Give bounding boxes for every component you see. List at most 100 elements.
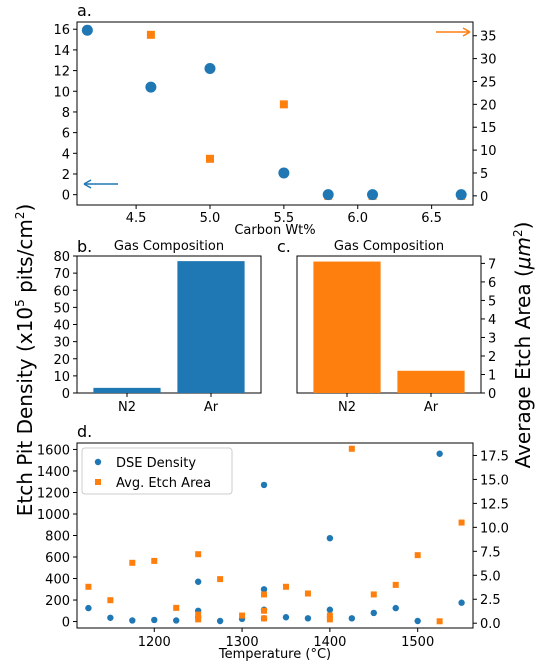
y-tick-label: 60 bbox=[53, 284, 70, 299]
data-point-square bbox=[436, 618, 443, 625]
y-tick-label: 0 bbox=[488, 387, 496, 402]
panel-d: 1200 1300 1400 1500 0 200 400 600 800 1000 1200 140… bbox=[37, 422, 509, 662]
x-tick-label: 4.5 bbox=[126, 211, 147, 226]
y-left-tick-label: 600 bbox=[45, 551, 70, 566]
plot-frame bbox=[296, 255, 482, 394]
y-left-tick-label: 1200 bbox=[37, 486, 70, 501]
y-left-tick-label: 12 bbox=[53, 65, 70, 80]
x-axis-label: Temperature (°C) bbox=[218, 647, 331, 662]
y-tick-label: 20 bbox=[53, 353, 70, 368]
y-left-tick-label: 400 bbox=[45, 573, 70, 588]
data-point-square bbox=[414, 552, 421, 559]
x-tick-label: 6.5 bbox=[421, 211, 442, 226]
data-point-square bbox=[195, 551, 202, 558]
y-tick-label: 40 bbox=[53, 319, 70, 334]
data-point-circle bbox=[326, 534, 334, 542]
data-point-square bbox=[261, 591, 268, 598]
y-tick-label: 3 bbox=[488, 331, 496, 346]
y-tick-label: 70 bbox=[53, 267, 70, 282]
y-right-tick-label: 30 bbox=[480, 53, 497, 68]
data-point-square bbox=[261, 607, 268, 614]
data-point-square bbox=[217, 576, 224, 583]
x-tick-label: Ar bbox=[424, 400, 439, 415]
y-left-tick-label: 1600 bbox=[37, 443, 70, 458]
y-right-tick-label: 10 bbox=[480, 144, 497, 159]
data-point-square bbox=[370, 591, 377, 598]
y-tick-label: 50 bbox=[53, 301, 70, 316]
y-tick-label: 5 bbox=[488, 294, 496, 309]
y-right-tick-label: 5 bbox=[480, 167, 488, 182]
data-point-square bbox=[129, 559, 136, 566]
bar bbox=[313, 261, 381, 393]
data-point-circle bbox=[370, 609, 377, 617]
y-right-tick-label: 0.0 bbox=[480, 617, 501, 632]
y-right-tick-label: 0 bbox=[480, 190, 488, 205]
y-right-tick-label: 17.5 bbox=[480, 449, 509, 464]
data-point-circle bbox=[455, 189, 467, 201]
bar bbox=[397, 370, 465, 393]
data-point-square bbox=[326, 612, 333, 619]
data-point-circle bbox=[458, 599, 465, 606]
data-point-square bbox=[151, 557, 158, 564]
y-tick-label: 2 bbox=[488, 350, 496, 365]
y-left-tick-label: 10 bbox=[53, 85, 70, 100]
x-tick-label: N2 bbox=[118, 400, 136, 415]
y-left-tick-label: 16 bbox=[53, 23, 70, 38]
panel-c: N2 Ar 0 1 2 3 4 5 6 7 Gas Composition c. bbox=[277, 237, 496, 415]
y-right-tick-label: 15.0 bbox=[480, 473, 509, 488]
x-tick-label: 6.0 bbox=[347, 211, 368, 226]
x-tick-label: 1500 bbox=[401, 635, 434, 650]
data-point-circle bbox=[392, 604, 399, 612]
bar bbox=[177, 261, 245, 393]
data-point-circle bbox=[81, 24, 93, 36]
y-tick-label: 80 bbox=[53, 250, 70, 265]
data-point-square bbox=[304, 590, 311, 597]
data-point-circle bbox=[85, 604, 92, 612]
y-right-tick-label: 12.5 bbox=[480, 497, 509, 512]
panel-label: c. bbox=[277, 237, 291, 256]
data-point-square bbox=[279, 100, 288, 109]
data-point-circle bbox=[278, 167, 290, 179]
y-right-tick-label: 35 bbox=[480, 30, 497, 45]
y-left-tick-label: 8 bbox=[62, 106, 70, 121]
x-tick-label: 5.5 bbox=[274, 211, 295, 226]
y-tick-label: 0 bbox=[62, 387, 70, 402]
data-point-square bbox=[146, 30, 155, 39]
y-tick-label: 7 bbox=[488, 257, 496, 272]
panel-b: N2 Ar 0 10 20 30 40 50 60 70 80 Gas Composition b. bbox=[53, 237, 262, 415]
legend-box bbox=[81, 447, 233, 495]
y-right-tick-label: 2.5 bbox=[480, 593, 501, 608]
y-tick-label: 10 bbox=[53, 370, 70, 385]
data-point-square bbox=[348, 445, 355, 452]
legend-label: Avg. Etch Area bbox=[116, 476, 211, 491]
y-tick-label: 4 bbox=[488, 313, 496, 328]
data-point-square bbox=[392, 581, 399, 588]
x-axis-label: Carbon Wt% bbox=[234, 223, 315, 238]
data-point-square bbox=[195, 611, 202, 618]
x-tick-label: 1400 bbox=[313, 635, 346, 650]
data-point-circle bbox=[436, 450, 443, 457]
left-shared-ylabel: Etch Pit Density (x105 pits/cm2) bbox=[13, 204, 37, 517]
data-point-circle bbox=[348, 615, 356, 622]
data-point-square bbox=[205, 154, 214, 163]
x-tick-label: 1200 bbox=[138, 635, 171, 650]
y-right-tick-label: 20 bbox=[480, 98, 497, 113]
data-point-circle bbox=[282, 614, 290, 621]
data-point-circle bbox=[204, 63, 216, 75]
panel-label: a. bbox=[77, 1, 92, 20]
left-arrow-blue-head bbox=[83, 179, 92, 189]
data-point-circle bbox=[107, 614, 114, 621]
data-point-square bbox=[282, 583, 289, 590]
right-shared-ylabel: Average Etch Area (μm2) bbox=[511, 222, 535, 469]
y-right-tick-label: 7.5 bbox=[480, 545, 501, 560]
data-point-square bbox=[85, 583, 92, 590]
y-left-tick-label: 200 bbox=[45, 594, 70, 609]
data-point-circle bbox=[145, 81, 157, 93]
y-left-tick-label: 14 bbox=[53, 44, 70, 59]
data-point-square bbox=[239, 612, 246, 619]
legend-marker-circle bbox=[94, 458, 102, 466]
data-point-circle bbox=[367, 189, 379, 201]
y-left-tick-label: 6 bbox=[62, 127, 70, 142]
panel-a: 4.5 5.0 5.5 6.0 6.5 0 2 4 6 8 10 12 14 16 0 5 10 15 20 25 30… bbox=[53, 1, 496, 238]
